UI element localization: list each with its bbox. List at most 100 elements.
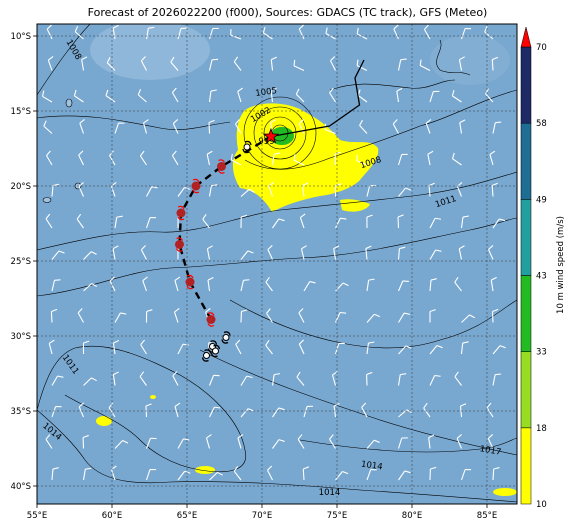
wind-barb <box>51 250 65 260</box>
wind-barb <box>396 87 403 103</box>
lat-tick-label: 20°S <box>11 182 31 192</box>
wind-barb <box>270 88 277 103</box>
lat-tick-label: 40°S <box>11 482 31 492</box>
wind-barb <box>429 90 440 103</box>
wind-barb <box>171 150 179 166</box>
wind-barb <box>145 403 152 418</box>
tc-forecast-position[interactable] <box>221 331 231 344</box>
coastline <box>436 39 471 76</box>
wind-barb <box>139 150 147 166</box>
tc-past-position[interactable] <box>176 205 186 221</box>
colorbar-tick-label: 18 <box>536 424 547 434</box>
wind-barb <box>270 56 277 71</box>
wind-barb <box>298 308 305 323</box>
wind-barb <box>398 187 412 197</box>
wind-barb <box>51 406 62 418</box>
wind-barb <box>428 434 435 449</box>
colorbar-segment <box>520 122 532 200</box>
wind-barb <box>266 308 273 323</box>
tc-past-position[interactable] <box>175 237 184 252</box>
wind-barb <box>298 24 305 40</box>
colorbar-tick-label: 10 <box>536 500 547 510</box>
tc-track[interactable] <box>175 59 365 362</box>
wind-barb <box>145 309 153 323</box>
wind-speed-area <box>96 416 112 426</box>
colorbar-extend-triangle <box>520 26 532 48</box>
wind-barb <box>174 402 181 418</box>
wind-barb <box>492 218 506 229</box>
wind-speed-area <box>340 199 370 212</box>
wind-barb <box>240 279 250 292</box>
colorbar-label: 10 m wind speed (m/s) <box>556 216 566 314</box>
wind-barb <box>397 58 407 71</box>
wind-barb <box>487 434 494 449</box>
wind-barb <box>240 375 253 386</box>
wind-barb <box>208 27 219 40</box>
wind-barb <box>397 214 404 229</box>
wind-barb <box>329 87 336 103</box>
wind-barb <box>177 27 188 40</box>
wind-barb <box>240 250 254 260</box>
wind-barb <box>492 121 502 134</box>
wind-barb <box>295 88 305 103</box>
wind-barb <box>265 340 273 355</box>
wind-barb <box>105 89 116 103</box>
wind-barb <box>173 308 180 323</box>
tc-current-position-star-icon[interactable] <box>262 127 280 144</box>
tc-past-position[interactable] <box>185 274 195 290</box>
wind-barb <box>145 26 155 40</box>
wind-barb <box>73 89 84 103</box>
map-plot-area[interactable]: 1008100510029991008101110111014101410171… <box>37 20 517 504</box>
wind-barb <box>109 150 116 166</box>
wind-barb <box>109 276 116 292</box>
wind-barb <box>429 217 442 229</box>
wind-barb <box>488 245 494 260</box>
tc-forecast-position[interactable] <box>201 349 212 362</box>
wind-barb <box>230 29 242 40</box>
wind-barb <box>78 150 84 166</box>
wind-barb <box>366 371 373 386</box>
tc-forecast-position[interactable] <box>242 140 252 154</box>
tc-past-position[interactable] <box>191 178 201 194</box>
tc-past-position[interactable] <box>217 159 226 174</box>
tc-past-position[interactable] <box>206 312 216 327</box>
colorbar-segment <box>520 46 532 124</box>
wind-barb <box>267 245 273 260</box>
wind-barb <box>234 119 242 134</box>
colorbar-tick-label: 43 <box>536 272 547 282</box>
wind-barb <box>429 466 437 481</box>
tc-forecast-position[interactable] <box>210 344 221 358</box>
wind-barb <box>425 119 432 134</box>
wind-barb <box>114 122 125 134</box>
wind-barb <box>272 407 285 418</box>
wind-barb <box>335 217 347 229</box>
wind-barb <box>140 245 147 260</box>
wind-barb <box>81 56 88 71</box>
colorbar-segment <box>520 427 532 505</box>
lon-tick-label: 55°E <box>27 511 47 521</box>
lat-tick-label: 10°S <box>11 32 31 42</box>
wind-barb <box>356 59 368 71</box>
wind-barb <box>142 276 148 292</box>
wind-barb <box>233 466 242 481</box>
island <box>65 98 73 108</box>
wind-barb <box>267 465 273 481</box>
map-title: Forecast of 2026022200 (f000), Sources: … <box>87 6 488 19</box>
wind-barb <box>208 58 219 71</box>
wind-barb <box>114 312 127 323</box>
wind-barb <box>302 466 310 481</box>
wind-barb <box>359 119 368 134</box>
wind-barb <box>333 245 340 260</box>
wind-barb <box>333 403 340 418</box>
colorbar-tick-label: 49 <box>536 195 547 205</box>
wind-barb <box>456 182 463 197</box>
wind-barb <box>366 278 375 292</box>
wind-barb <box>82 434 89 449</box>
wind-barb <box>460 215 469 229</box>
wind-barb <box>174 276 181 292</box>
wind-speed-area <box>493 488 517 496</box>
wind-barb <box>77 308 84 323</box>
wind-barb <box>268 182 274 197</box>
wind-barb <box>393 24 399 40</box>
wind-barb <box>429 278 437 292</box>
